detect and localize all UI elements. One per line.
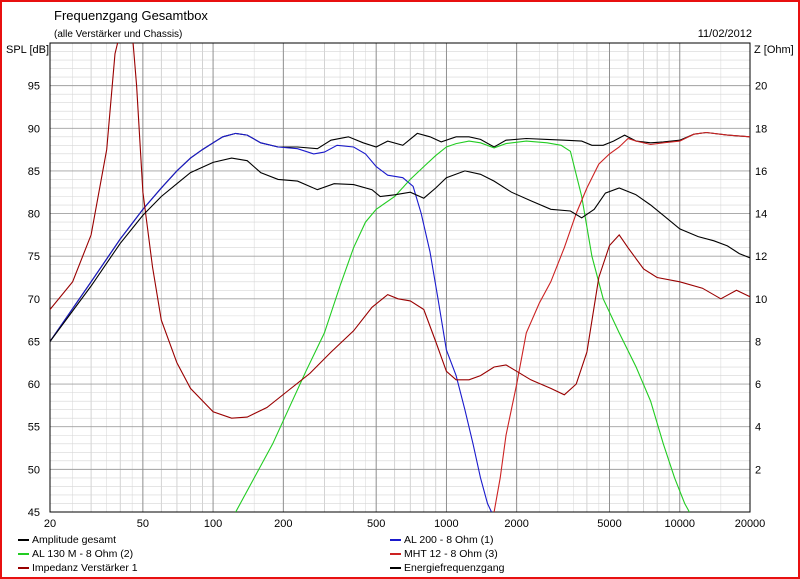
- y-tick-label-right: 18: [755, 123, 767, 135]
- legend-swatch: [390, 567, 401, 569]
- legend-item: Energiefrequenzgang: [390, 562, 504, 574]
- series-line-1: [50, 131, 750, 342]
- y-tick-label-right: 16: [755, 166, 767, 178]
- legend-swatch: [18, 567, 29, 569]
- y-tick-label-right: 2: [755, 464, 761, 476]
- y-tick-label-left: 85: [28, 166, 40, 178]
- y-tick-label-left: 60: [28, 379, 40, 391]
- y-axis-left-label: SPL [dB]: [6, 44, 50, 56]
- y-tick-label-right: 10: [755, 294, 767, 306]
- x-tick-label: 5000: [597, 518, 621, 530]
- y-tick-label-left: 45: [28, 507, 40, 519]
- y-tick-label-right: 14: [755, 209, 767, 221]
- y-tick-label-left: 70: [28, 294, 40, 306]
- y-tick-label-left: 55: [28, 422, 40, 434]
- x-tick-label: 500: [367, 518, 385, 530]
- chart-title: Frequenzgang Gesamtbox: [54, 8, 208, 23]
- legend-label: Impedanz Verstärker 1: [32, 562, 138, 574]
- legend-swatch: [18, 553, 29, 555]
- y-tick-label-right: 20: [755, 81, 767, 93]
- y-tick-label-right: 4: [755, 422, 761, 434]
- series-line-5: [50, 43, 750, 419]
- chart-date: 11/02/2012: [697, 28, 752, 40]
- legend-item: Amplitude gesamt: [18, 534, 116, 546]
- plot-border: [49, 42, 751, 513]
- y-tick-label-right: 12: [755, 251, 767, 263]
- y-tick-label-right: 8: [755, 336, 761, 348]
- series-line-4: [493, 131, 750, 512]
- legend-label: Energiefrequenzgang: [404, 562, 505, 574]
- chart-subtitle: (alle Verstärker und Chassis): [54, 29, 183, 40]
- y-tick-label-left: 65: [28, 336, 40, 348]
- series-line-2: [50, 132, 492, 512]
- y-tick-label-left: 95: [28, 81, 40, 93]
- y-axis-right-label: Z [Ohm]: [754, 44, 794, 56]
- legend-label: AL 130 M - 8 Ohm (2): [32, 548, 134, 560]
- series-line-6: [50, 157, 750, 342]
- x-tick-label: 200: [274, 518, 292, 530]
- legend-label: MHT 12 - 8 Ohm (3): [404, 548, 498, 560]
- y-tick-label-right: 6: [755, 379, 761, 391]
- y-tick-label-left: 75: [28, 251, 40, 263]
- y-tick-label-left: 80: [28, 209, 40, 221]
- y-tick-label-left: 90: [28, 123, 40, 135]
- x-tick-label: 1000: [434, 518, 458, 530]
- x-tick-label: 20000: [735, 518, 766, 530]
- series-line-3: [235, 140, 690, 512]
- legend-label: Amplitude gesamt: [32, 534, 117, 546]
- legend-item: AL 200 - 8 Ohm (1): [390, 534, 493, 546]
- legend-item: AL 130 M - 8 Ohm (2): [18, 548, 133, 560]
- legend-swatch: [18, 539, 29, 541]
- y-tick-label-left: 50: [28, 464, 40, 476]
- x-tick-label: 20: [44, 518, 56, 530]
- x-tick-label: 100: [204, 518, 222, 530]
- x-tick-label: 50: [137, 518, 149, 530]
- x-tick-label: 10000: [664, 518, 695, 530]
- legend-swatch: [390, 539, 401, 541]
- legend-swatch: [390, 553, 401, 555]
- legend-item: MHT 12 - 8 Ohm (3): [390, 548, 498, 560]
- x-tick-label: 2000: [504, 518, 528, 530]
- legend-item: Impedanz Verstärker 1: [18, 562, 138, 574]
- legend-label: AL 200 - 8 Ohm (1): [404, 534, 494, 546]
